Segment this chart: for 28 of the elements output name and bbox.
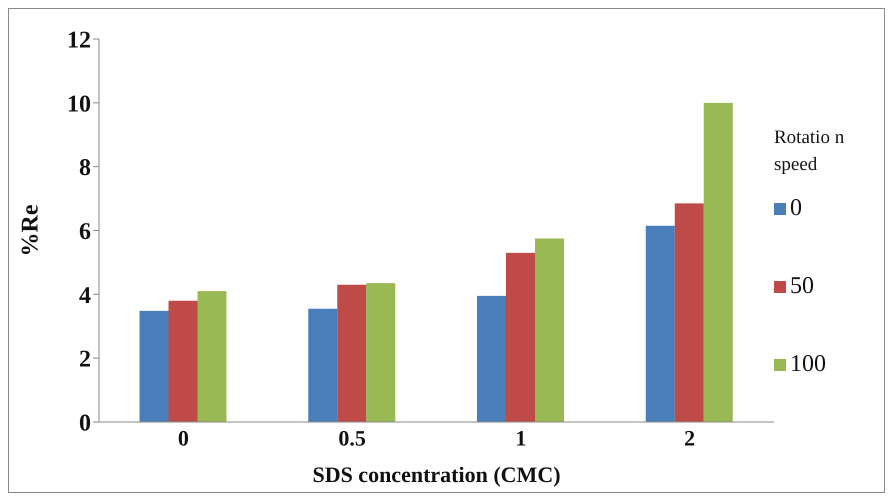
bar bbox=[337, 284, 366, 422]
x-tick-label: 1 bbox=[515, 426, 526, 451]
x-tick-label: 0.5 bbox=[338, 426, 366, 451]
y-tick-label: 12 bbox=[67, 28, 91, 54]
x-axis-title: SDS concentration (CMC) bbox=[312, 462, 561, 487]
legend-label: 0 bbox=[790, 195, 802, 222]
bar bbox=[646, 226, 675, 422]
bar bbox=[168, 300, 198, 422]
y-tick-label: 10 bbox=[67, 91, 91, 118]
y-tick-label: 2 bbox=[79, 346, 91, 373]
bar bbox=[198, 291, 226, 422]
bar bbox=[704, 102, 733, 422]
y-tick-label: 4 bbox=[79, 282, 91, 309]
bar bbox=[308, 308, 338, 422]
y-tick-label: 6 bbox=[79, 219, 91, 246]
y-axis-title: %Re bbox=[18, 204, 44, 256]
bar bbox=[674, 203, 704, 422]
x-tick-label: 0 bbox=[178, 426, 189, 451]
bar bbox=[506, 252, 535, 422]
legend-label: 50 bbox=[790, 273, 814, 300]
bar bbox=[366, 283, 396, 422]
bar bbox=[140, 310, 168, 422]
legend-title: Rotatio n speed bbox=[774, 126, 846, 176]
bar bbox=[535, 238, 564, 422]
x-tick-label: 2 bbox=[684, 426, 696, 451]
bar bbox=[477, 296, 506, 422]
y-tick-label: 8 bbox=[79, 155, 91, 182]
legend-label: 100 bbox=[790, 351, 826, 378]
